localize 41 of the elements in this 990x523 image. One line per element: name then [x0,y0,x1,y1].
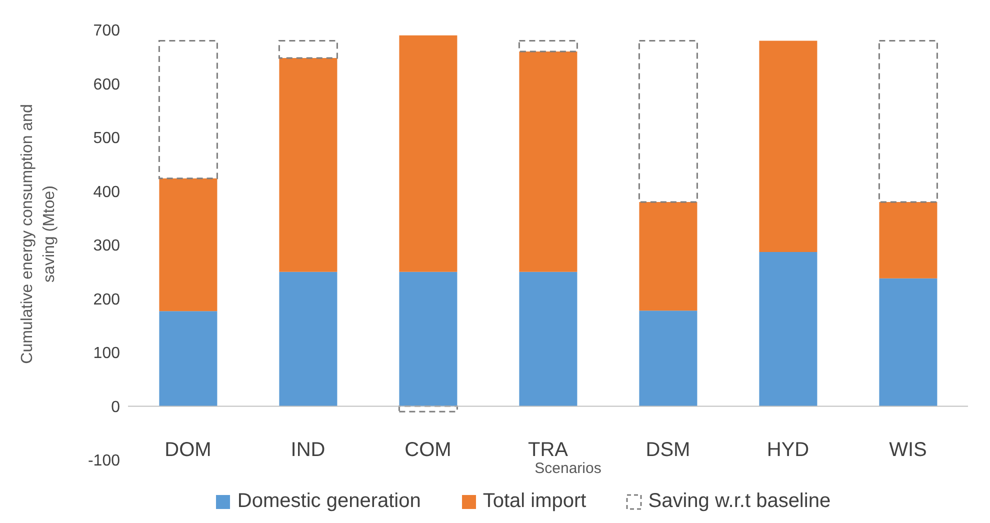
x-tick-label: DOM [164,439,212,462]
bar [159,311,218,406]
x-tick-label: WIS [889,439,927,462]
legend-label: Total import [482,490,586,513]
legend-label: Saving w.r.t baseline [648,490,831,513]
bar [279,272,338,406]
y-axis-title: Cumulative energy consumption and saving (Mtoe) [19,104,58,364]
bar [518,40,578,52]
bar [879,202,938,278]
y-tick-label: 300 [93,238,120,255]
bar [399,35,458,272]
y-tick-label: -100 [88,452,120,470]
bar [519,272,578,406]
y-tick-label: 500 [93,130,120,148]
bar [639,202,698,311]
legend-label: Domestic generation [237,490,421,513]
bar [759,252,818,406]
x-tick-label: DSM [646,439,690,462]
bar [278,40,338,59]
bar [879,278,938,406]
bar [279,58,338,272]
bar [519,52,578,272]
bar [398,406,458,412]
bar [158,40,218,180]
y-tick-label: 600 [93,76,120,94]
bar [399,272,458,406]
bar [878,40,938,203]
x-tick-label: IND [290,439,326,462]
y-tick-label: 200 [93,291,120,308]
bar [159,178,218,312]
bar [638,40,698,203]
y-tick-label: 100 [93,345,120,362]
y-tick-label: 400 [93,184,120,201]
x-tick-label: TRA [528,439,569,462]
x-tick-label: COM [404,439,452,462]
bar [759,40,818,252]
bar [639,310,698,406]
y-tick-label: 700 [93,22,120,40]
x-tick-label: HYD [766,439,810,462]
x-axis-title: Scenarios [534,460,602,477]
y-tick-label: 0 [111,398,120,416]
